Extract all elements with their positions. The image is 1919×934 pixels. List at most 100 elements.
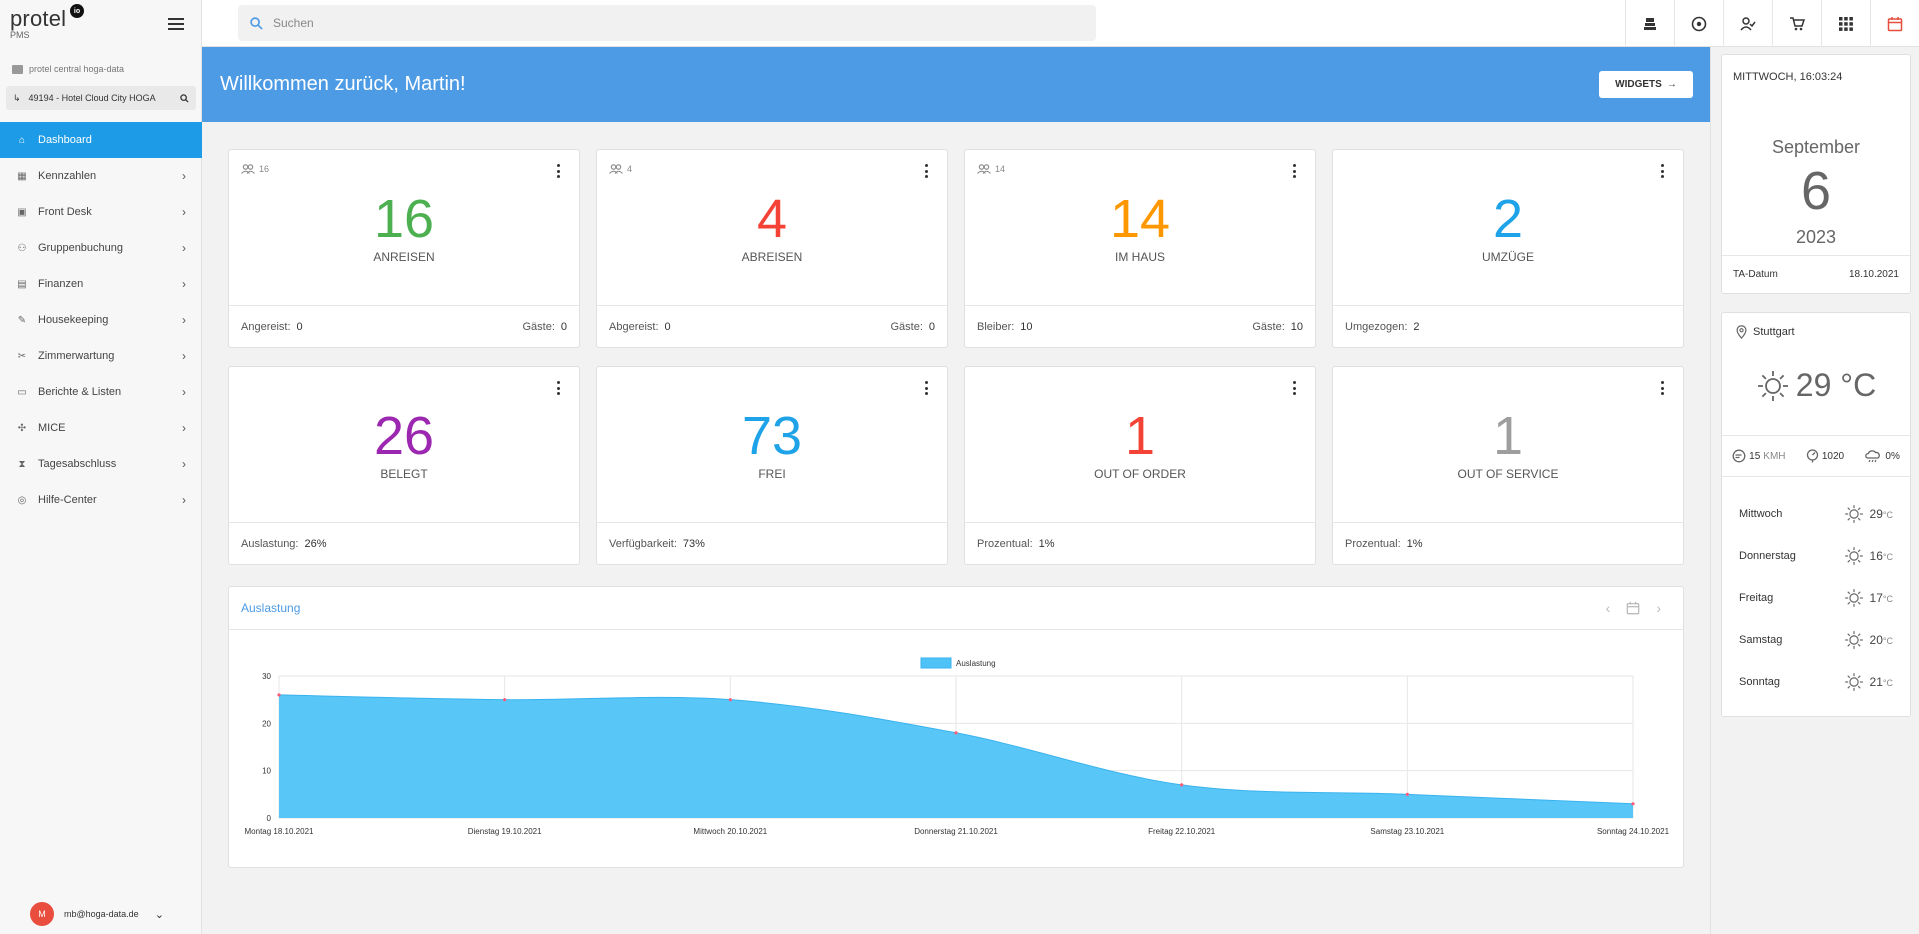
sun-icon — [1839, 588, 1869, 608]
data-point — [277, 693, 281, 697]
stat-card-out-of-service[interactable]: 1 OUT OF SERVICE Prozentual: 1% — [1332, 366, 1684, 565]
data-point — [503, 698, 507, 702]
calendar-icon[interactable] — [1626, 601, 1640, 615]
stat-card-belegt[interactable]: 26 BELEGT Auslastung: 26% — [228, 366, 580, 565]
cart-icon[interactable] — [1772, 0, 1821, 47]
person-check-icon[interactable] — [1723, 0, 1772, 47]
card-footer-right-label: Gäste: — [1252, 320, 1285, 333]
wind-icon — [1732, 449, 1746, 463]
sun-icon — [1757, 370, 1788, 401]
more-vert-icon[interactable] — [1661, 381, 1665, 395]
search-bar[interactable]: Suchen — [238, 5, 1096, 41]
card-footer: Prozentual: 1% — [965, 522, 1315, 564]
stat-card-out-of-order[interactable]: 1 OUT OF ORDER Prozentual: 1% — [964, 366, 1316, 565]
location-pin-icon — [1736, 325, 1747, 339]
target-icon[interactable] — [1674, 0, 1723, 47]
more-vert-icon[interactable] — [1661, 164, 1665, 178]
card-footer-right-value: 10 — [1290, 320, 1303, 333]
card-footer: Umgezogen: 2 — [1333, 305, 1683, 347]
y-tick-label: 20 — [262, 719, 271, 728]
sun-icon — [1839, 630, 1869, 650]
stat-card-umz-ge[interactable]: 2 UMZÜGE Umgezogen: 2 — [1332, 149, 1684, 348]
apps-grid-icon[interactable] — [1821, 0, 1870, 47]
weather-stats: 15 KMH 1020 0% — [1722, 435, 1910, 477]
stat-card-im-haus[interactable]: 14 14 IM HAUS Bleiber: 10 Gäste: 10 — [964, 149, 1316, 348]
avatar[interactable]: M — [30, 902, 54, 926]
sidebar-item-hilfe-center[interactable]: ◎ Hilfe-Center › — [0, 482, 202, 518]
more-vert-icon[interactable] — [1293, 381, 1297, 395]
chevron-right-icon: › — [182, 241, 186, 255]
sidebar-item-zimmerwartung[interactable]: ✂ Zimmerwartung › — [0, 338, 202, 374]
forecast-day-name: Sonntag — [1739, 676, 1780, 688]
sidebar-item-tagesabschluss[interactable]: ⧗ Tagesabschluss › — [0, 446, 202, 482]
stat-card-anreisen[interactable]: 16 16 ANREISEN Angereist: 0 Gäste: 0 — [228, 149, 580, 348]
sidebar-item-berichte-listen[interactable]: ▭ Berichte & Listen › — [0, 374, 202, 410]
card-footer-left-label: Auslastung: — [241, 537, 299, 550]
sidebar: protel io PMS protel central hoga-data ↳… — [0, 0, 202, 934]
y-tick-label: 30 — [262, 672, 271, 681]
user-menu[interactable]: M mb@hoga-data.de ⌄ — [0, 894, 202, 934]
chevron-right-icon[interactable]: › — [1656, 600, 1661, 616]
group-icon: ⚇ — [17, 242, 27, 254]
widgets-button[interactable]: WIDGETS → — [1599, 71, 1693, 98]
chevron-right-icon: › — [182, 385, 186, 399]
more-vert-icon[interactable] — [557, 381, 561, 395]
chevron-right-icon: › — [182, 349, 186, 363]
weather-city: Stuttgart — [1753, 326, 1795, 338]
sun-icon — [1839, 672, 1869, 692]
sidebar-item-front-desk[interactable]: ▣ Front Desk › — [0, 194, 202, 230]
organization-label: protel central hoga-data — [12, 64, 124, 74]
card-footer-left-label: Abgereist: — [609, 320, 659, 333]
card-footer-right: Gäste: 10 — [1252, 321, 1303, 333]
more-vert-icon[interactable] — [925, 164, 929, 178]
search-icon — [250, 16, 263, 30]
search-icon[interactable] — [180, 93, 189, 103]
current-temperature: 29 °C — [1795, 367, 1877, 403]
calendar-icon[interactable] — [1870, 0, 1919, 47]
card-footer: Angereist: 0 Gäste: 0 — [229, 305, 579, 347]
bell-desk-icon[interactable] — [1625, 0, 1674, 47]
sidebar-item-label: Berichte & Listen — [38, 386, 122, 398]
hotel-selector[interactable]: ↳ 49194 - Hotel Cloud City HOGA — [6, 86, 196, 110]
welcome-banner: Willkommen zurück, Martin! WIDGETS → — [202, 47, 1710, 122]
stat-card-frei[interactable]: 73 FREI Verfügbarkeit: 73% — [596, 366, 948, 565]
weather-location: Stuttgart — [1736, 325, 1795, 339]
x-tick-label: Freitag 22.10.2021 — [1148, 827, 1216, 836]
menu-toggle-icon[interactable] — [168, 18, 184, 32]
sidebar-item-housekeeping[interactable]: ✎ Housekeeping › — [0, 302, 202, 338]
more-vert-icon[interactable] — [925, 381, 929, 395]
card-footer-left-label: Verfügbarkeit: — [609, 537, 677, 550]
ta-date-row: TA-Datum 18.10.2021 — [1722, 255, 1910, 293]
forecast-temp-unit: °C — [1882, 636, 1893, 646]
forecast-day: Donnerstag 16°C — [1722, 535, 1910, 577]
chevron-right-icon: › — [182, 313, 186, 327]
occupancy-chart-panel: Auslastung ‹ › 0 10 20 30 Montag 18.10.2021 D… — [228, 586, 1684, 868]
rain-probability: 0% — [1885, 450, 1900, 462]
sidebar-item-dashboard[interactable]: ⌂ Dashboard — [0, 122, 202, 158]
chevron-right-icon: › — [182, 457, 186, 471]
sidebar-item-label: Hilfe-Center — [38, 494, 97, 506]
rain-stat: 0% — [1864, 449, 1900, 463]
sidebar-item-gruppenbuchung[interactable]: ⚇ Gruppenbuchung › — [0, 230, 202, 266]
chevron-left-icon[interactable]: ‹ — [1605, 600, 1611, 616]
more-vert-icon[interactable] — [557, 164, 561, 178]
sidebar-item-label: Finanzen — [38, 278, 84, 290]
forecast-temp: 16°C — [1870, 549, 1893, 563]
sidebar-item-kennzahlen[interactable]: ▦ Kennzahlen › — [0, 158, 202, 194]
card-footer-right-value: 0 — [560, 320, 567, 333]
ta-date-value: 18.10.2021 — [1848, 269, 1899, 280]
card-label: IM HAUS — [1114, 250, 1165, 264]
chevron-right-icon: › — [182, 493, 186, 507]
chevron-down-icon[interactable]: ⌄ — [154, 908, 164, 921]
data-point — [1631, 802, 1635, 806]
search-input[interactable]: Suchen — [273, 16, 314, 30]
legend-label: Auslastung — [956, 659, 996, 668]
sidebar-item-mice[interactable]: ✣ MICE › — [0, 410, 202, 446]
y-tick-label: 0 — [267, 814, 272, 823]
stat-card-abreisen[interactable]: 4 4 ABREISEN Abgereist: 0 Gäste: 0 — [596, 149, 948, 348]
sidebar-item-finanzen[interactable]: ▤ Finanzen › — [0, 266, 202, 302]
data-point — [1405, 792, 1409, 796]
sidebar-item-label: MICE — [38, 422, 66, 434]
more-vert-icon[interactable] — [1293, 164, 1297, 178]
forecast-list: Mittwoch 29°C Donnerstag 16°C Freitag 17°C… — [1722, 493, 1910, 703]
